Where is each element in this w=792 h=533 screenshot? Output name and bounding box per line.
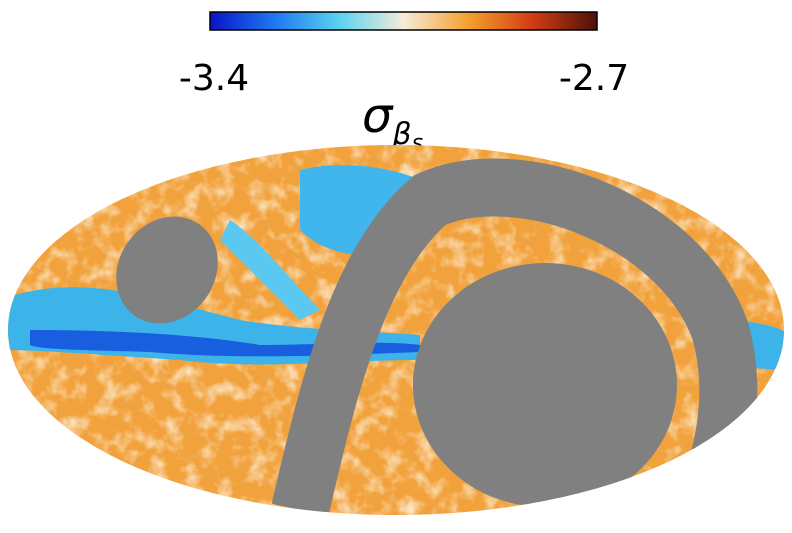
colorbar-min-label: -3.4 [179, 58, 249, 99]
title-symbol: σ [362, 88, 394, 144]
sky-map [8, 145, 784, 515]
title-subscript: β [391, 117, 411, 152]
title-subsubscript: s [412, 131, 423, 156]
colorbar [209, 11, 598, 31]
colorbar-max-label: -2.7 [559, 58, 629, 99]
map-title: σβs [362, 88, 423, 156]
